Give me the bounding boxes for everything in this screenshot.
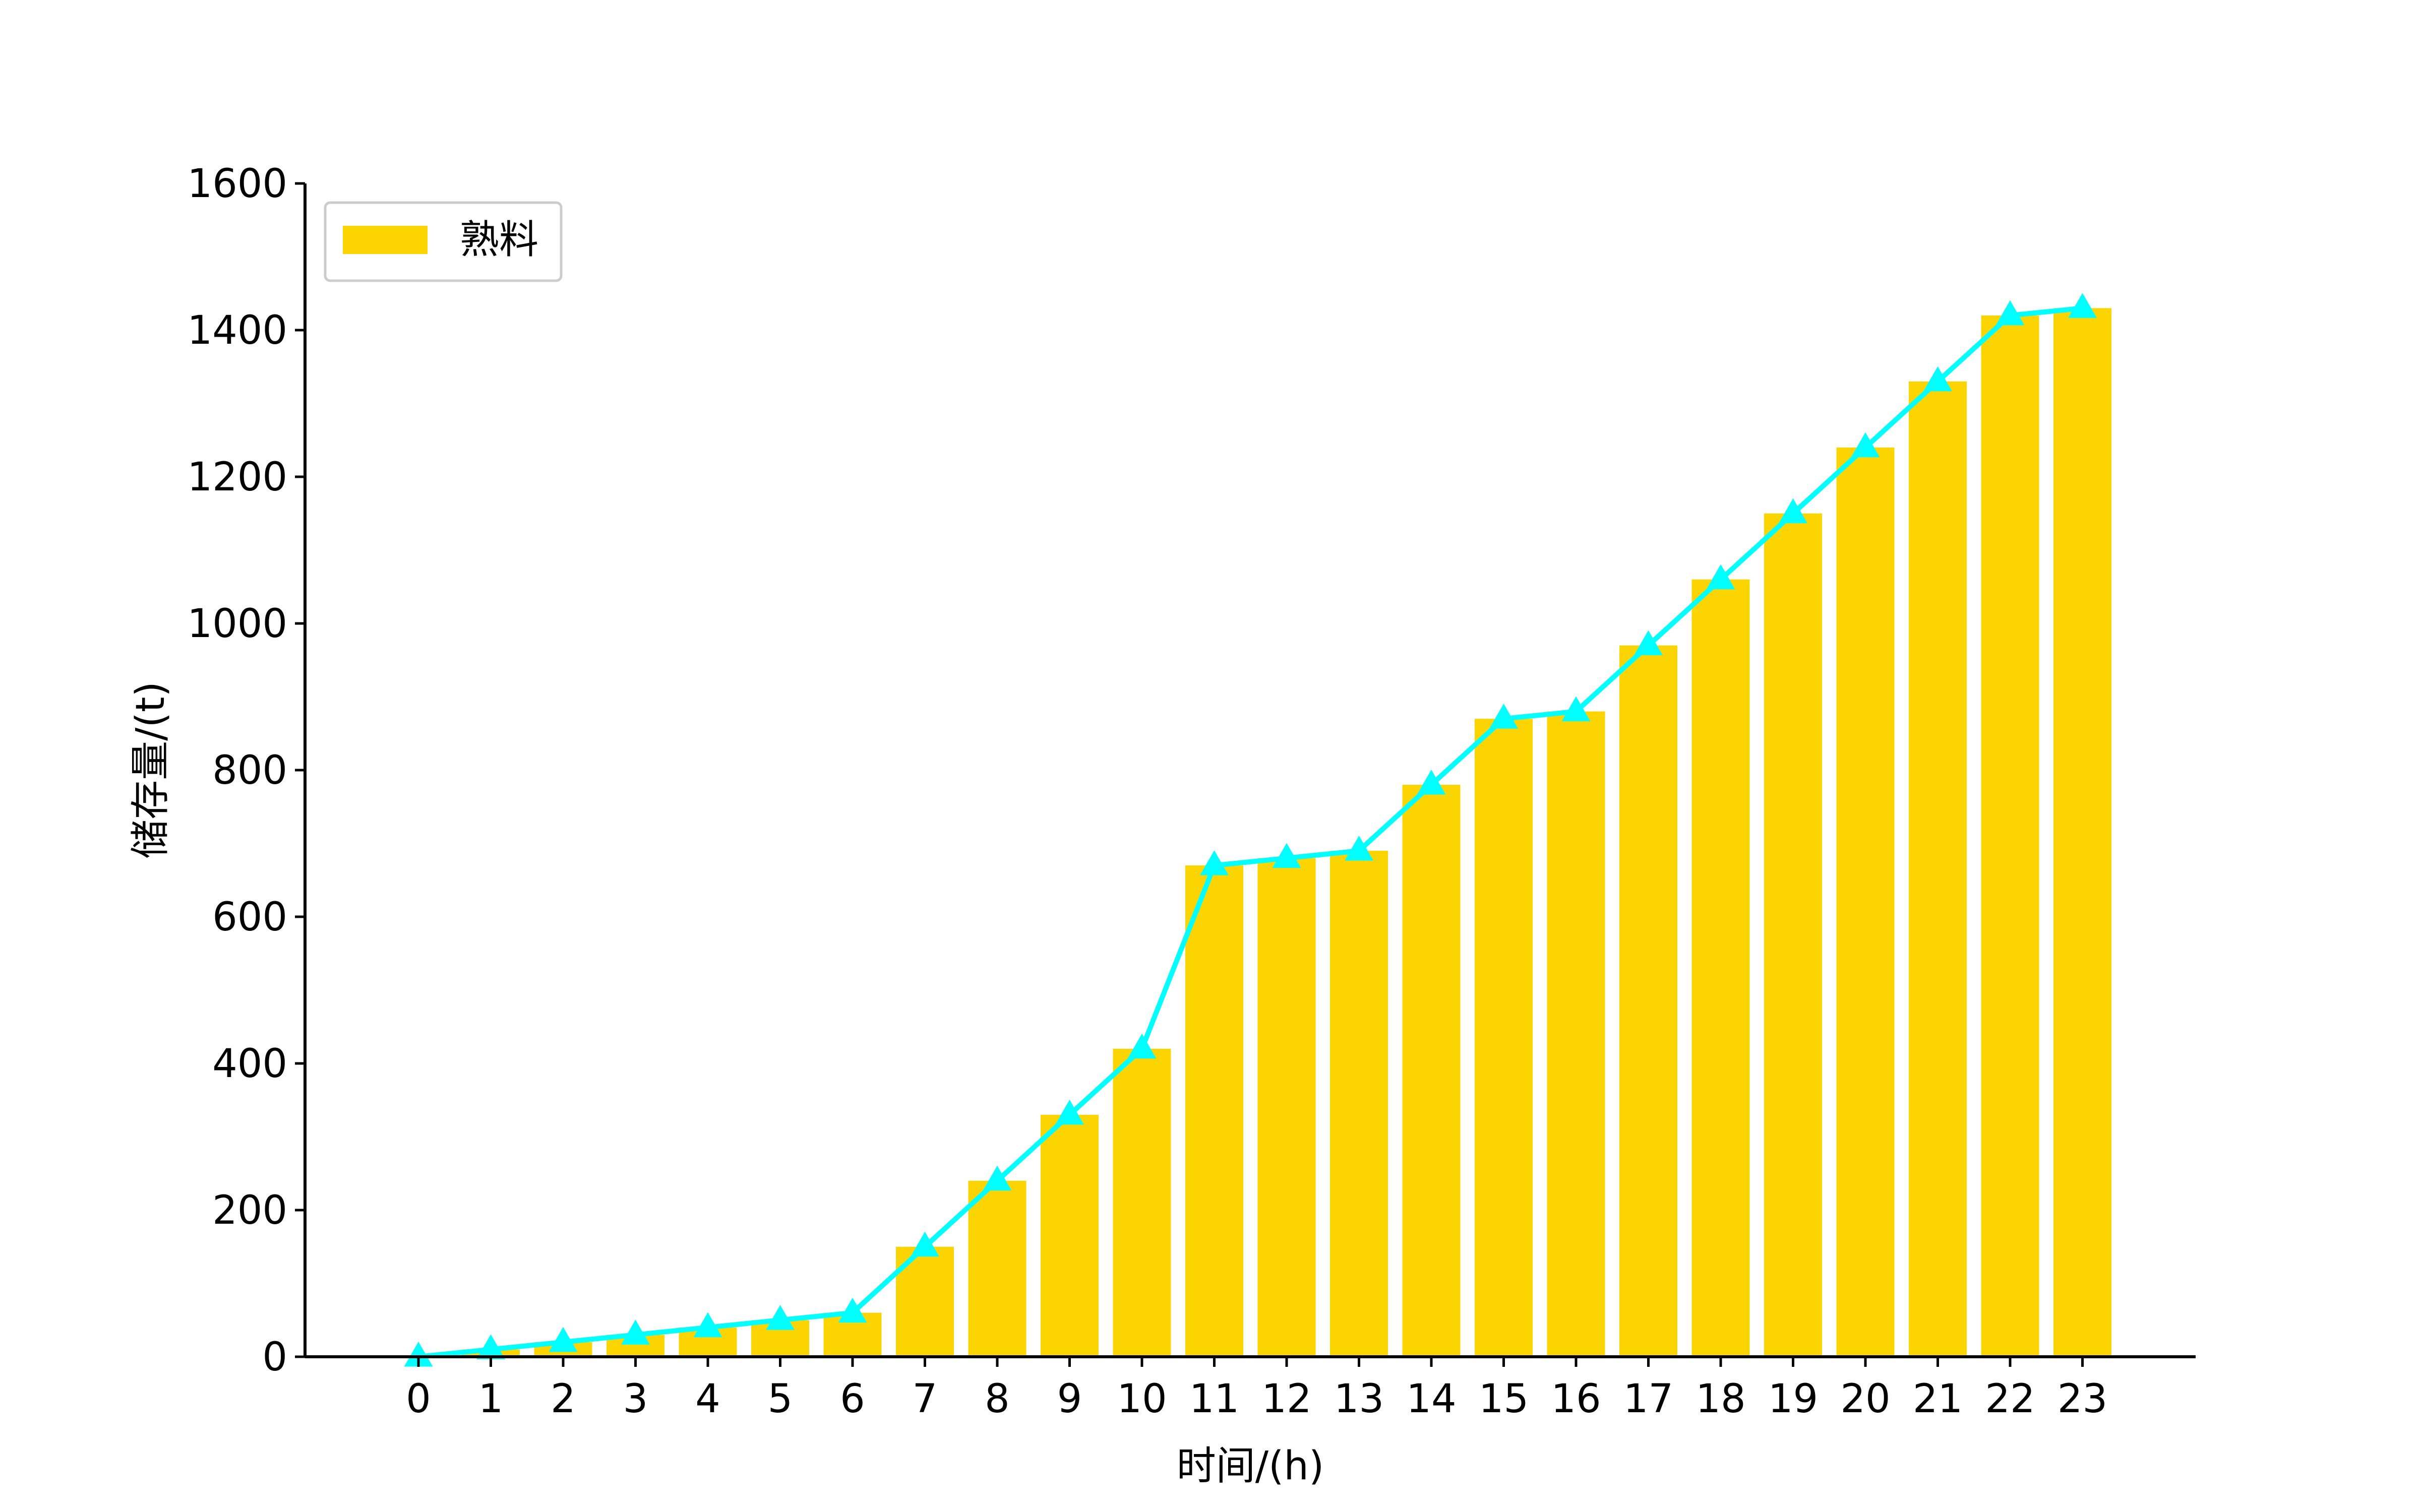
line-marker-12 <box>1272 843 1301 868</box>
x-tick-label-9: 9 <box>1057 1376 1082 1422</box>
bar-9 <box>1041 1114 1099 1357</box>
x-tick-label-22: 22 <box>1985 1376 2035 1422</box>
x-tick-label-2: 2 <box>551 1376 576 1422</box>
x-tick-label-13: 13 <box>1334 1376 1384 1422</box>
line-marker-10 <box>1127 1033 1157 1059</box>
x-axis-title: 时间/(h) <box>1177 1443 1324 1489</box>
line-marker-3 <box>621 1319 650 1345</box>
line-layer <box>404 293 2097 1367</box>
bar-12 <box>1257 858 1316 1357</box>
x-tick-label-8: 8 <box>985 1376 1010 1422</box>
bar-18 <box>1691 579 1750 1357</box>
line-marker-9 <box>1055 1099 1084 1125</box>
line-marker-17 <box>1634 630 1663 656</box>
legend-swatch-bar <box>343 226 428 254</box>
line-marker-16 <box>1561 696 1591 722</box>
x-tick-label-14: 14 <box>1406 1376 1456 1422</box>
line-marker-11 <box>1200 850 1229 875</box>
y-tick-label-1400: 1400 <box>187 308 287 353</box>
x-tick-label-4: 4 <box>695 1376 720 1422</box>
line-marker-7 <box>911 1231 939 1257</box>
x-tick-label-12: 12 <box>1261 1376 1311 1422</box>
legend-box <box>324 201 563 282</box>
y-tick-label-400: 400 <box>212 1041 287 1087</box>
x-tick-label-10: 10 <box>1117 1376 1167 1422</box>
x-tick-label-7: 7 <box>913 1376 938 1422</box>
x-tick-label-20: 20 <box>1840 1376 1890 1422</box>
x-tick-label-16: 16 <box>1551 1376 1601 1422</box>
line-marker-2 <box>549 1327 578 1352</box>
x-tick-label-6: 6 <box>840 1376 865 1422</box>
line-marker-22 <box>1995 300 2025 326</box>
x-tick-label-5: 5 <box>768 1376 793 1422</box>
line-marker-18 <box>1706 564 1735 590</box>
line-marker-20 <box>1851 432 1880 458</box>
bar-17 <box>1619 645 1677 1357</box>
bar-19 <box>1764 513 1822 1357</box>
bar-23 <box>2053 308 2111 1357</box>
line-marker-19 <box>1779 498 1807 524</box>
line-marker-8 <box>983 1165 1012 1191</box>
y-axis-title: 储存量/(t) <box>128 681 173 859</box>
bar-16 <box>1547 711 1605 1357</box>
y-tick-label-800: 800 <box>212 748 287 793</box>
y-tick-label-600: 600 <box>212 895 287 940</box>
bar-21 <box>1909 381 1967 1357</box>
x-tick-label-23: 23 <box>2058 1376 2107 1422</box>
bar-14 <box>1402 785 1461 1357</box>
bar-15 <box>1475 719 1533 1357</box>
line-marker-13 <box>1345 836 1373 861</box>
y-tick-label-1000: 1000 <box>187 601 287 647</box>
line-marker-23 <box>2068 293 2097 318</box>
y-tick-label-200: 200 <box>212 1188 287 1233</box>
bar-22 <box>1981 315 2039 1357</box>
x-tick-label-3: 3 <box>623 1376 648 1422</box>
x-tick-label-17: 17 <box>1623 1376 1673 1422</box>
x-tick-label-18: 18 <box>1696 1376 1745 1422</box>
x-tick-label-21: 21 <box>1913 1376 1963 1422</box>
bar-13 <box>1330 851 1388 1357</box>
bar-8 <box>968 1180 1026 1357</box>
legend-label: 熟料 <box>460 217 538 263</box>
line-series <box>418 305 2083 1359</box>
y-tick-label-1200: 1200 <box>187 455 287 500</box>
legend: 熟料 <box>324 201 563 282</box>
bar-10 <box>1113 1048 1171 1357</box>
bar-11 <box>1185 865 1243 1357</box>
line-marker-4 <box>693 1312 722 1338</box>
line-marker-21 <box>1923 366 1952 392</box>
bars-layer <box>462 308 2111 1357</box>
line-marker-1 <box>476 1334 505 1359</box>
bar-20 <box>1836 447 1895 1357</box>
line-marker-5 <box>766 1305 795 1330</box>
line-marker-14 <box>1417 770 1446 795</box>
x-tick-label-0: 0 <box>406 1376 431 1422</box>
y-tick-label-1600: 1600 <box>187 161 287 207</box>
x-tick-label-11: 11 <box>1189 1376 1239 1422</box>
line-marker-15 <box>1489 704 1518 729</box>
x-tick-label-19: 19 <box>1768 1376 1818 1422</box>
line-marker-6 <box>838 1297 867 1323</box>
x-tick-label-15: 15 <box>1479 1376 1529 1422</box>
x-tick-label-1: 1 <box>478 1376 504 1422</box>
y-tick-label-0: 0 <box>262 1335 287 1380</box>
line-marker-0 <box>404 1342 433 1367</box>
